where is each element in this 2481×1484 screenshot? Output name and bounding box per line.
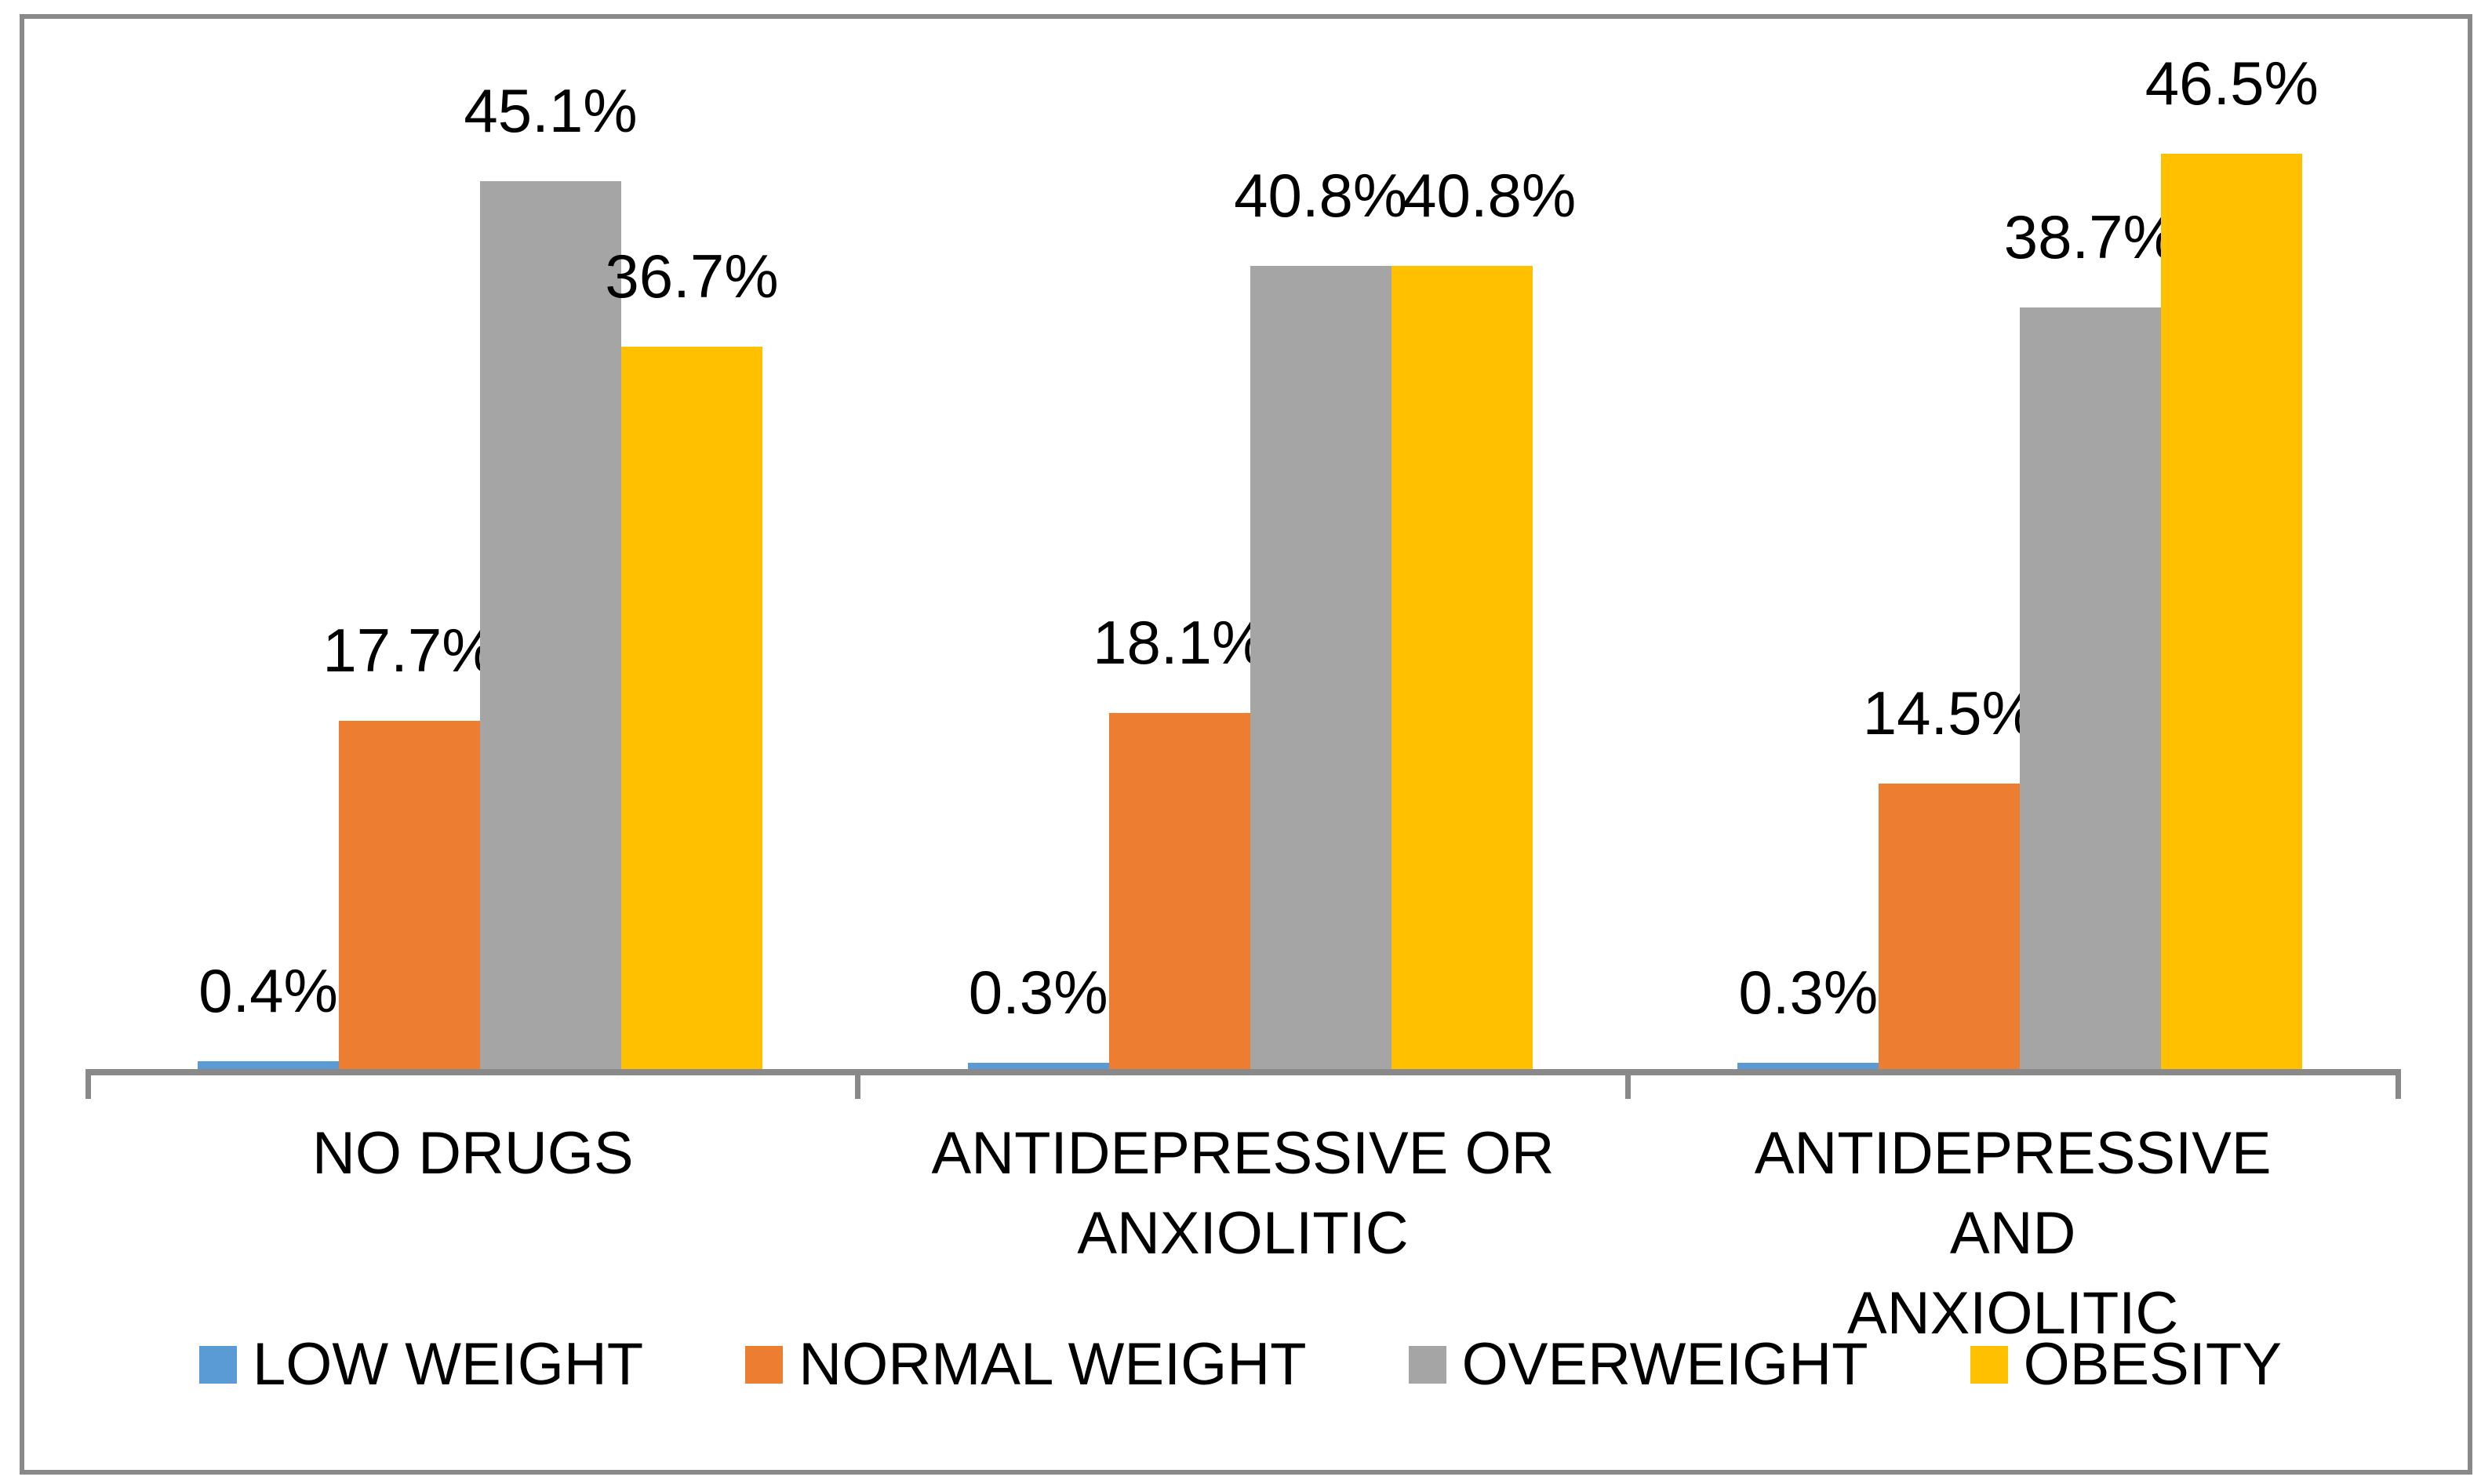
legend-label-obesity: OBESITY: [2023, 1331, 2283, 1398]
legend-swatch-low-weight-icon: [198, 1346, 237, 1384]
data-label-obesity: 46.5%: [2145, 49, 2319, 118]
data-label-overweight: 38.7%: [2003, 202, 2177, 271]
bar-low-weight: [967, 1063, 1109, 1069]
data-label-normal-weight: 18.1%: [1093, 608, 1267, 677]
bar-overweight: [2020, 307, 2162, 1069]
bar-overweight: [480, 181, 621, 1069]
category-label: ANTIDEPRESSIVE OR ANXIOLITIC: [931, 1120, 1555, 1267]
x-axis-tick: [1624, 1069, 1631, 1099]
legend: LOW WEIGHT NORMAL WEIGHT OVERWEIGHT OBESITY: [0, 1333, 2481, 1396]
bar-obesity: [2161, 154, 2303, 1069]
legend-swatch-obesity-icon: [1970, 1346, 2008, 1384]
category-label: NO DRUGS: [312, 1120, 634, 1187]
data-label-obesity: 40.8%: [1402, 161, 1577, 230]
bar-normal-weight: [1879, 784, 2021, 1069]
legend-label-low-weight: LOW WEIGHT: [252, 1331, 644, 1398]
data-label-low-weight: 0.3%: [1738, 958, 1879, 1027]
bar-overweight: [1250, 266, 1391, 1069]
x-axis-tick: [2395, 1069, 2401, 1099]
bar-low-weight: [1737, 1063, 1879, 1069]
bar-obesity: [1391, 266, 1533, 1069]
legend-label-normal-weight: NORMAL WEIGHT: [799, 1331, 1307, 1398]
data-label-overweight: 40.8%: [1234, 161, 1408, 230]
data-label-normal-weight: 17.7%: [322, 616, 497, 685]
bar-normal-weight: [1108, 713, 1250, 1069]
legend-label-overweight: OVERWEIGHT: [1461, 1331, 1868, 1398]
legend-item-overweight: OVERWEIGHT: [1408, 1331, 1868, 1398]
data-label-overweight: 45.1%: [464, 76, 638, 145]
data-label-low-weight: 0.3%: [968, 958, 1108, 1027]
bar-obesity: [621, 347, 762, 1069]
x-axis-line: [88, 1069, 2398, 1075]
legend-swatch-overweight-icon: [1408, 1346, 1446, 1384]
legend-swatch-normal-weight-icon: [745, 1346, 784, 1384]
legend-item-normal-weight: NORMAL WEIGHT: [745, 1331, 1307, 1398]
x-axis-tick: [855, 1069, 861, 1099]
data-label-low-weight: 0.4%: [198, 956, 338, 1025]
chart-border: [20, 14, 2472, 1475]
data-label-obesity: 36.7%: [605, 242, 779, 311]
legend-item-low-weight: LOW WEIGHT: [198, 1331, 644, 1398]
x-axis-tick: [85, 1069, 91, 1099]
bar-low-weight: [198, 1061, 339, 1069]
legend-item-obesity: OBESITY: [1970, 1333, 2282, 1396]
category-label: ANTIDEPRESSIVE AND ANXIOLITIC: [1754, 1120, 2272, 1347]
data-label-normal-weight: 14.5%: [1862, 678, 2036, 747]
bar-normal-weight: [339, 721, 480, 1069]
